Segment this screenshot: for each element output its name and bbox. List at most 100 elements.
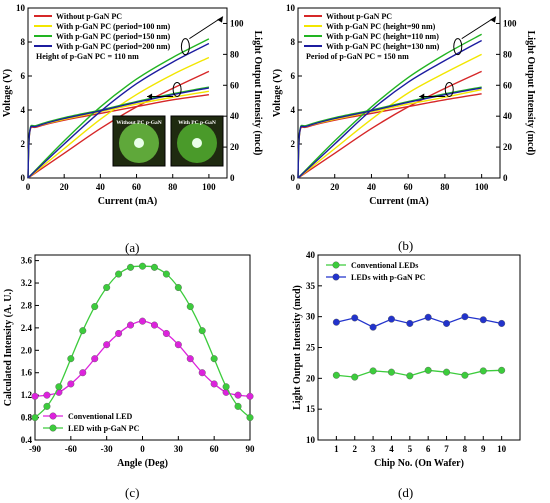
y2-tick-label: 40 (503, 111, 513, 121)
y2-tick-label: 20 (503, 142, 513, 152)
y-tick-label: 2.8 (21, 300, 33, 310)
intensity-group-marker (453, 38, 463, 56)
voltage-curve-3 (27, 87, 210, 179)
x-tick-label: 6 (426, 444, 431, 454)
data-point (79, 369, 87, 377)
y-tick-label: 40 (306, 250, 316, 260)
data-point (369, 367, 377, 375)
data-point (127, 321, 135, 329)
data-point (150, 263, 158, 271)
intensity-curve-2 (297, 33, 482, 179)
chart-c: -90 -60 -30 0 30 60 90 0.4 0.8 1.2 1.6 2.0 2.4 2.8 3.2… (3, 254, 256, 469)
y-tick-label: 4 (291, 105, 296, 115)
plot-frame (297, 7, 501, 179)
arrow-head-right (217, 16, 223, 23)
arrow-to-right-axis (189, 16, 224, 40)
y2-tick-label: 100 (230, 18, 244, 28)
x-tick-label: 0 (140, 444, 145, 454)
data-point (351, 314, 359, 322)
inset-led-spot (192, 138, 202, 148)
data-point (234, 402, 242, 410)
y-tick-label: 3.6 (21, 256, 33, 266)
voltage-group-marker (172, 81, 182, 97)
legend-entry: With p-GaN PC (height=130 nm) (326, 42, 440, 51)
data-point (424, 366, 432, 374)
y2-tick-label: 0 (503, 173, 508, 183)
legend-entry: With p-GaN PC (period=100 nm) (56, 22, 171, 31)
data-point (31, 414, 39, 422)
x-tick-label: 20 (330, 182, 340, 192)
legend-entry: LEDs with p-GaN PC (351, 273, 426, 282)
y2-axis-label: Light Output Intensity (mcd) (525, 31, 536, 156)
legend-entry: With p-GaN PC (height=90 nm) (326, 22, 436, 31)
y-tick-label: 3.2 (21, 278, 33, 288)
data-point (91, 303, 99, 311)
intensity-curve-3 (27, 42, 210, 179)
data-point (162, 270, 170, 278)
data-point (198, 369, 206, 377)
data-point (406, 372, 414, 380)
data-point (138, 262, 146, 270)
annotation: Period of p-GaN PC = 150 nm (306, 52, 409, 61)
legend-entry: Conventional LED (68, 412, 132, 421)
data-point (162, 329, 170, 337)
data-point (443, 368, 451, 376)
legend-entry: With p-GaN PC (period=150 nm) (56, 32, 171, 41)
x-tick-label: 40 (367, 182, 377, 192)
x-tick-label: 40 (96, 182, 106, 192)
data-point (91, 355, 99, 363)
y-tick-label: 4 (21, 105, 26, 115)
data-point (115, 329, 123, 337)
data-point (443, 319, 451, 327)
y-tick-label: 6 (291, 71, 296, 81)
y2-tick-label: 20 (230, 142, 240, 152)
x-tick-label: -90 (29, 444, 41, 454)
y2-axis-label: Light Output Intensity (mcd) (252, 31, 263, 156)
x-tick-label: 90 (246, 444, 256, 454)
data-point (198, 327, 206, 335)
series-line-1 (34, 265, 251, 419)
panel-a-label: (a) (125, 240, 140, 255)
x-tick-label: 20 (60, 182, 70, 192)
data-point (174, 341, 182, 349)
data-point (387, 315, 395, 323)
x-tick-label: 60 (404, 182, 414, 192)
legend-entry: Without p-GaN PC (326, 12, 392, 21)
x-tick-label: 30 (174, 444, 184, 454)
y-tick-label: 35 (306, 281, 316, 291)
data-point (246, 392, 254, 400)
y2-tick-label: 0 (230, 173, 235, 183)
intensity-curve-3 (297, 39, 482, 179)
annotation: Height of p-GaN PC = 110 nm (36, 52, 139, 61)
data-point (424, 313, 432, 321)
data-point (210, 380, 218, 388)
y-tick-label: 30 (306, 312, 316, 322)
data-point (246, 414, 254, 422)
x-tick-label: 60 (210, 444, 220, 454)
x-axis-label: Chip No. (On Wafer) (374, 458, 464, 469)
plot-frame (27, 7, 228, 179)
y-tick-label: 1.2 (21, 390, 33, 400)
y-axis-label: Voltage (V) (2, 69, 13, 117)
data-point (498, 319, 506, 327)
x-tick-label: 80 (168, 182, 178, 192)
x-tick-label: 5 (408, 444, 413, 454)
y-tick-label: 0 (291, 173, 296, 183)
y-tick-label: 2.4 (21, 323, 33, 333)
y-axis-label: Calculated Intensity (A. U.) (3, 289, 14, 407)
intensity-group-marker (180, 38, 190, 56)
voltage-curve-3 (297, 87, 482, 179)
y2-tick-label: 40 (230, 111, 240, 121)
x-axis-label: Angle (Deg) (117, 458, 168, 469)
chart-d: 1 2 3 4 5 6 7 8 9 10 10 15 20 25 30 35 40 Chip No. (On Wa… (292, 250, 521, 469)
x-tick-label: 1 (334, 444, 339, 454)
panel-d-label: (d) (398, 485, 414, 500)
legend-marker (49, 424, 57, 432)
y-tick-label: 1.6 (21, 368, 33, 378)
legend-entry: With p-GaN PC (period=200 nm) (56, 42, 171, 51)
y-tick-label: 25 (306, 343, 316, 353)
data-point (186, 355, 194, 363)
series-line-1 (336, 315, 502, 328)
data-point (222, 383, 230, 391)
